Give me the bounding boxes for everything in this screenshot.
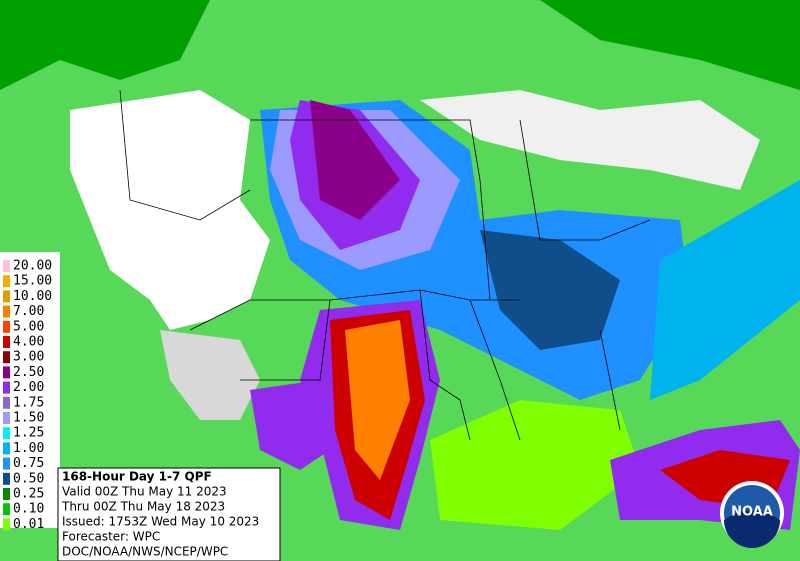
legend-swatch [3, 305, 10, 318]
legend-swatch [3, 366, 10, 379]
precip-area [310, 100, 400, 220]
legend-label: 2.00 [13, 380, 44, 395]
info-title: 168-Hour Day 1-7 QPF [62, 470, 212, 484]
legend-label: 15.00 [13, 274, 52, 289]
legend-label: 3.00 [13, 350, 44, 365]
legend-swatch [3, 518, 10, 531]
land-area [160, 330, 260, 420]
info-line: Forecaster: WPC [62, 530, 160, 544]
info-line: DOC/NOAA/NWS/NCEP/WPC [62, 545, 228, 559]
legend-swatch [3, 336, 10, 348]
legend: 20.0015.0010.007.005.004.003.002.502.001… [0, 252, 60, 532]
info-line: Issued: 1753Z Wed May 10 2023 [62, 515, 259, 529]
legend-label: 0.10 [13, 502, 44, 517]
legend-swatch [3, 396, 10, 409]
legend-label: 2.50 [13, 365, 44, 380]
legend-label: 5.00 [13, 319, 44, 334]
precip-area [0, 0, 210, 90]
info-line: Valid 00Z Thu May 11 2023 [62, 485, 227, 499]
legend-swatch [3, 351, 10, 364]
logo-text: NOAA [731, 505, 773, 520]
legend-label: 1.00 [13, 441, 44, 456]
legend-label: 0.01 [13, 517, 44, 532]
legend-label: 1.75 [13, 395, 44, 410]
legend-swatch [3, 412, 10, 424]
precip-area [430, 400, 640, 530]
state-border [119, 89, 651, 441]
precip-area [480, 230, 620, 350]
legend-swatch [3, 457, 10, 470]
precip-area [540, 0, 800, 90]
legend-swatch [3, 275, 10, 288]
info-line: Thru 00Z Thu May 18 2023 [61, 500, 225, 514]
legend-label: 10.00 [13, 289, 52, 304]
legend-label: 1.50 [13, 411, 44, 426]
legend-label: 20.00 [13, 259, 52, 274]
legend-label: 4.00 [13, 335, 44, 350]
precip-area [650, 180, 800, 400]
dry-area [70, 90, 270, 330]
legend-swatch [3, 260, 10, 272]
legend-swatch [3, 442, 10, 455]
noaa-logo: NOAA [720, 481, 784, 548]
legend-label: 0.75 [13, 456, 44, 471]
legend-swatch [3, 290, 10, 303]
legend-label: 0.50 [13, 471, 44, 486]
logo-wave [724, 510, 780, 548]
precip-area [345, 320, 410, 480]
legend-swatch [3, 320, 10, 333]
legend-label: 0.25 [13, 487, 44, 502]
legend-label: 1.25 [13, 426, 44, 441]
legend-swatch [3, 488, 10, 500]
legend-swatch [3, 427, 10, 440]
info-box [57, 467, 281, 561]
legend-swatch [3, 381, 10, 394]
legend-label: 7.00 [13, 304, 44, 319]
legend-swatch [3, 472, 10, 485]
legend-swatch [3, 503, 10, 516]
dry-area [420, 90, 760, 190]
